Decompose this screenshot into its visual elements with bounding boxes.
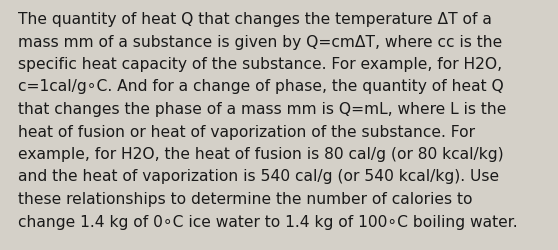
Text: c=1cal/g∘C. And for a change of phase, the quantity of heat Q: c=1cal/g∘C. And for a change of phase, t… (18, 79, 504, 94)
Text: change 1.4 kg of 0∘C ice water to 1.4 kg of 100∘C boiling water.: change 1.4 kg of 0∘C ice water to 1.4 kg… (18, 214, 518, 228)
Text: that changes the phase of a mass mm is Q=mL, where L is the: that changes the phase of a mass mm is Q… (18, 102, 506, 116)
Text: heat of fusion or heat of vaporization of the substance. For: heat of fusion or heat of vaporization o… (18, 124, 475, 139)
Text: example, for H2O, the heat of fusion is 80 cal/g (or 80 kcal/kg): example, for H2O, the heat of fusion is … (18, 146, 504, 161)
Text: and the heat of vaporization is 540 cal/g (or 540 kcal/kg). Use: and the heat of vaporization is 540 cal/… (18, 169, 499, 184)
Text: The quantity of heat Q that changes the temperature ΔT of a: The quantity of heat Q that changes the … (18, 12, 492, 27)
Text: mass mm of a substance is given by Q=cmΔT, where cc is the: mass mm of a substance is given by Q=cmΔ… (18, 34, 502, 49)
Text: specific heat capacity of the substance. For example, for H2O,: specific heat capacity of the substance.… (18, 57, 502, 72)
Text: these relationships to determine the number of calories to: these relationships to determine the num… (18, 191, 473, 206)
